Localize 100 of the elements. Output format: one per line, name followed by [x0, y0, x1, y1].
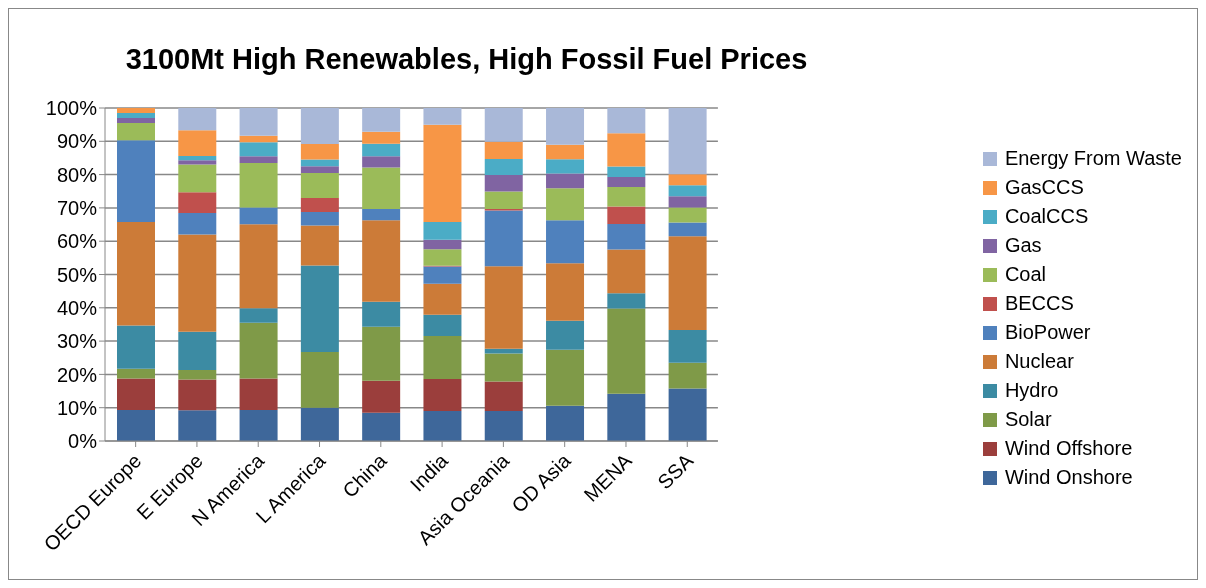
y-tick-label: 40%	[56, 296, 98, 319]
bar	[423, 283, 462, 315]
bar	[484, 210, 523, 267]
bar	[423, 379, 462, 412]
bar	[546, 173, 585, 189]
bar	[239, 156, 278, 163]
bar	[607, 108, 646, 134]
bar	[607, 293, 646, 309]
legend-label: Gas	[1004, 234, 1042, 257]
bar	[668, 174, 707, 186]
bar	[607, 186, 646, 207]
bar	[423, 266, 462, 284]
bar	[546, 220, 585, 264]
bar	[423, 239, 462, 250]
bar	[178, 370, 217, 380]
bar	[484, 353, 523, 382]
chart-title: 3100Mt High Renewables, High Fossil Fuel Prices	[124, 43, 809, 76]
bar	[423, 249, 462, 266]
bar	[239, 108, 278, 136]
y-tick-label: 50%	[56, 263, 98, 286]
bar	[484, 141, 523, 159]
bar	[362, 108, 401, 132]
legend-label: BECCS	[1004, 292, 1074, 315]
legend-label: Nuclear	[1004, 350, 1074, 373]
y-tick-label: 30%	[56, 330, 98, 353]
legend-label: GasCCS	[1004, 176, 1084, 199]
bar	[423, 314, 462, 337]
bar	[484, 158, 523, 175]
bar	[362, 412, 401, 441]
bar	[484, 411, 523, 441]
bar	[607, 308, 646, 394]
bar	[546, 144, 585, 160]
bar	[239, 410, 278, 441]
bar	[300, 352, 339, 408]
bar	[607, 223, 646, 250]
bar	[668, 185, 707, 197]
bar	[362, 380, 401, 413]
bar	[607, 166, 646, 177]
bar	[178, 234, 217, 332]
y-tick-label: 80%	[56, 163, 98, 186]
bar	[668, 108, 707, 175]
bar	[239, 142, 278, 157]
bar	[546, 108, 585, 145]
bar	[546, 349, 585, 406]
bar	[668, 362, 707, 389]
bar	[300, 159, 339, 167]
bar	[239, 378, 278, 411]
bar	[117, 368, 155, 379]
legend-label: Solar	[1004, 408, 1052, 431]
bar	[607, 249, 646, 294]
bar	[300, 166, 339, 173]
bar	[239, 135, 278, 143]
bar	[178, 410, 217, 441]
legend-label: CoalCCS	[1004, 205, 1089, 228]
bar	[362, 208, 401, 221]
bar	[484, 381, 523, 412]
y-tick-label: 60%	[56, 230, 98, 253]
bar	[546, 159, 585, 174]
bar	[362, 156, 401, 168]
bar	[668, 207, 707, 223]
bar	[178, 160, 217, 165]
bar	[239, 224, 278, 309]
bar	[117, 117, 155, 123]
legend-label: Hydro	[1004, 379, 1059, 402]
legend-label: BioPower	[1004, 321, 1091, 344]
bar	[362, 143, 401, 157]
bar	[668, 222, 707, 237]
bar	[362, 131, 401, 144]
y-tick-label: 90%	[56, 130, 98, 153]
bar	[668, 196, 707, 208]
bar	[239, 207, 278, 225]
legend-label: Coal	[1004, 263, 1047, 286]
bar	[362, 220, 401, 302]
bar	[668, 236, 707, 331]
bar	[546, 263, 585, 321]
bar	[484, 174, 523, 192]
bar	[239, 308, 278, 323]
bar	[117, 113, 155, 118]
bar	[178, 379, 217, 411]
bar	[178, 331, 217, 371]
bar	[362, 326, 401, 381]
bar	[300, 108, 339, 144]
legend-label: Energy From Waste	[1004, 147, 1182, 170]
bar	[300, 407, 339, 441]
bar	[484, 191, 523, 209]
bar	[484, 108, 523, 142]
bar	[362, 301, 401, 327]
bar	[178, 192, 217, 213]
bar	[300, 265, 339, 353]
bar	[178, 108, 217, 131]
y-tick-label: 0%	[68, 430, 98, 453]
bar	[423, 108, 462, 125]
bar	[484, 266, 523, 349]
bar	[117, 221, 155, 326]
bar	[239, 162, 278, 208]
bar	[546, 188, 585, 221]
x-tick-label: SSA	[653, 448, 698, 494]
bar	[300, 211, 339, 226]
bar	[423, 221, 462, 240]
bar	[117, 122, 155, 141]
